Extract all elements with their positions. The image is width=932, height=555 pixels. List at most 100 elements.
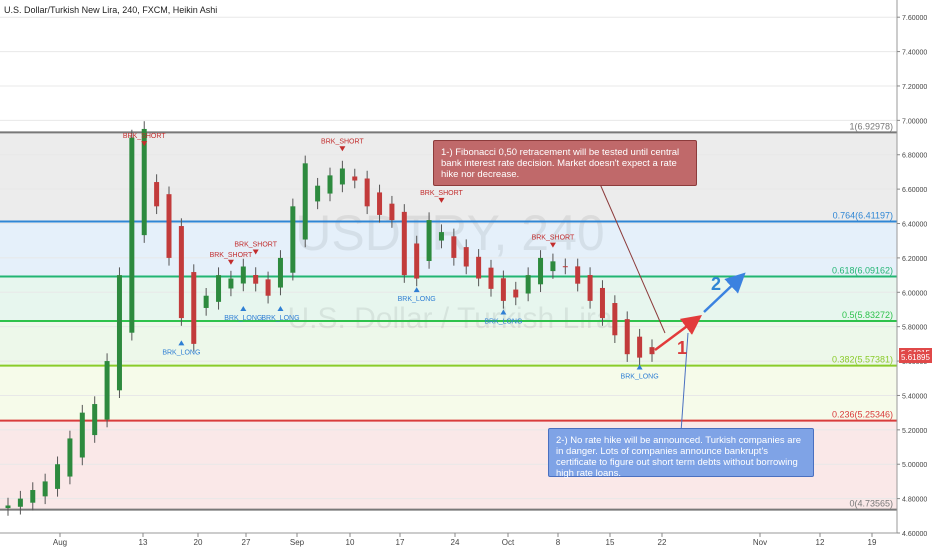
candles	[5, 121, 655, 516]
candle-body	[352, 176, 358, 181]
x-tick-label: Sep	[290, 538, 305, 547]
fib-label: 0.764(6.41197)	[833, 210, 893, 220]
candle-body	[141, 128, 147, 236]
y-tick-label: 6.40000	[902, 222, 927, 229]
fib-label: 0(4.73565)	[849, 499, 893, 509]
signal-long-arrow	[277, 306, 284, 312]
candle-body	[587, 275, 593, 301]
candle-body	[79, 412, 85, 458]
candle-body	[327, 175, 333, 194]
candle-body	[315, 185, 321, 202]
candle-body	[265, 279, 271, 296]
signal-short-arrow	[549, 242, 556, 248]
annotation-note-2[interactable]: 2-) No rate hike will be announced. Turk…	[548, 428, 814, 479]
candle-body	[612, 303, 618, 336]
candle-body	[624, 319, 630, 355]
candle-body	[5, 505, 11, 509]
signal-long-arrow	[413, 287, 420, 293]
y-tick-label: 7.60000	[902, 15, 927, 22]
candle-body	[550, 261, 556, 272]
candle-body	[216, 275, 222, 302]
x-tick-label: 19	[868, 538, 877, 547]
forecast-arrows: 1 2	[599, 183, 746, 433]
pointer-line-2	[680, 332, 689, 433]
y-tick-label: 5.00000	[902, 462, 927, 469]
arrow-label-2: 2	[711, 274, 721, 294]
candle-body	[401, 211, 407, 276]
candle-body	[599, 287, 605, 319]
y-tick-label: 6.60000	[902, 187, 927, 194]
x-tick-label: 13	[139, 538, 148, 547]
candle-body	[438, 232, 444, 241]
forecast-arrow-1	[654, 315, 703, 352]
candle-body	[339, 168, 345, 185]
watermark-symbol: USDTRY, 240	[295, 205, 604, 261]
candle-body	[463, 247, 469, 267]
watermark-name: U.S. Dollar / Turkish Lira	[287, 302, 612, 335]
x-tick-label: 15	[606, 538, 615, 547]
pointer-line-1	[599, 183, 666, 334]
fib-band	[0, 365, 897, 421]
signal-short-arrow	[141, 141, 148, 147]
candle-body	[426, 220, 432, 262]
signal-long-arrow	[636, 364, 643, 370]
signal-short-label: BRK_SHORT	[234, 241, 277, 248]
signal-short-arrow	[438, 197, 445, 203]
x-tick-label: 20	[194, 538, 203, 547]
candle-body	[414, 243, 420, 279]
signal-short-label: BRK_SHORT	[532, 235, 575, 242]
signal-short-arrow	[227, 259, 234, 265]
y-tick-label: 6.20000	[902, 256, 927, 263]
candle-body	[488, 267, 494, 289]
y-tick-label: 4.80000	[902, 497, 927, 504]
signal-short-label: BRK_SHORT	[123, 133, 166, 140]
signal-long-label: BRK_LONG	[224, 315, 262, 322]
x-tick-label: 10	[346, 538, 355, 547]
fib-label: 0.382(5.57381)	[832, 355, 893, 365]
forecast-arrow-2	[703, 272, 746, 313]
signal-long-label: BRK_LONG	[162, 349, 200, 356]
y-tick-label: 5.80000	[902, 325, 927, 332]
signal-long-label: BRK_LONG	[484, 318, 522, 325]
candle-body	[637, 336, 643, 358]
signal-short-label: BRK_SHORT	[420, 190, 463, 197]
candle-body	[525, 275, 531, 294]
candle-body	[649, 347, 655, 355]
axis-bg	[897, 0, 932, 550]
candle-body	[116, 275, 122, 391]
candle-body	[191, 272, 197, 344]
signal-long-label: BRK_LONG	[621, 374, 659, 381]
candle-body	[500, 278, 506, 301]
candle-body	[178, 226, 184, 319]
candle-body	[42, 481, 48, 497]
signal-long-arrow	[178, 340, 185, 346]
signal-short-arrow	[252, 249, 259, 255]
chart-title: U.S. Dollar/Turkish New Lira, 240, FXCM,…	[4, 5, 218, 15]
candle-body	[166, 194, 172, 258]
candle-body	[129, 137, 135, 333]
candle-body	[538, 257, 544, 285]
x-tick-label: 12	[816, 538, 825, 547]
fib-label: 0.5(5.83272)	[842, 310, 893, 320]
candle-body	[476, 256, 482, 279]
x-tick-label: 22	[658, 538, 667, 547]
candle-body	[17, 498, 23, 507]
candle-body	[92, 404, 98, 436]
fib-band	[0, 221, 897, 277]
x-tick-label: 8	[556, 538, 561, 547]
fib-label: 0.236(5.25346)	[832, 410, 893, 420]
signal-short-label: BRK_SHORT	[210, 252, 253, 259]
annotation-note-1[interactable]: 1-) Fibonacci 0,50 retracement will be t…	[433, 140, 697, 186]
signal-long-label: BRK_LONG	[261, 315, 299, 322]
y-tick-label: 5.40000	[902, 393, 927, 400]
arrow-label-1: 1	[677, 338, 687, 358]
candle-body	[67, 438, 73, 477]
x-tick-label: Aug	[53, 538, 67, 547]
y-tick-label: 7.00000	[902, 118, 927, 125]
candle-body	[451, 236, 457, 258]
candle-body	[562, 266, 568, 268]
y-tick-label: 7.40000	[902, 50, 927, 57]
x-tick-label: Oct	[502, 538, 515, 547]
y-tick-label: 4.60000	[902, 531, 927, 538]
